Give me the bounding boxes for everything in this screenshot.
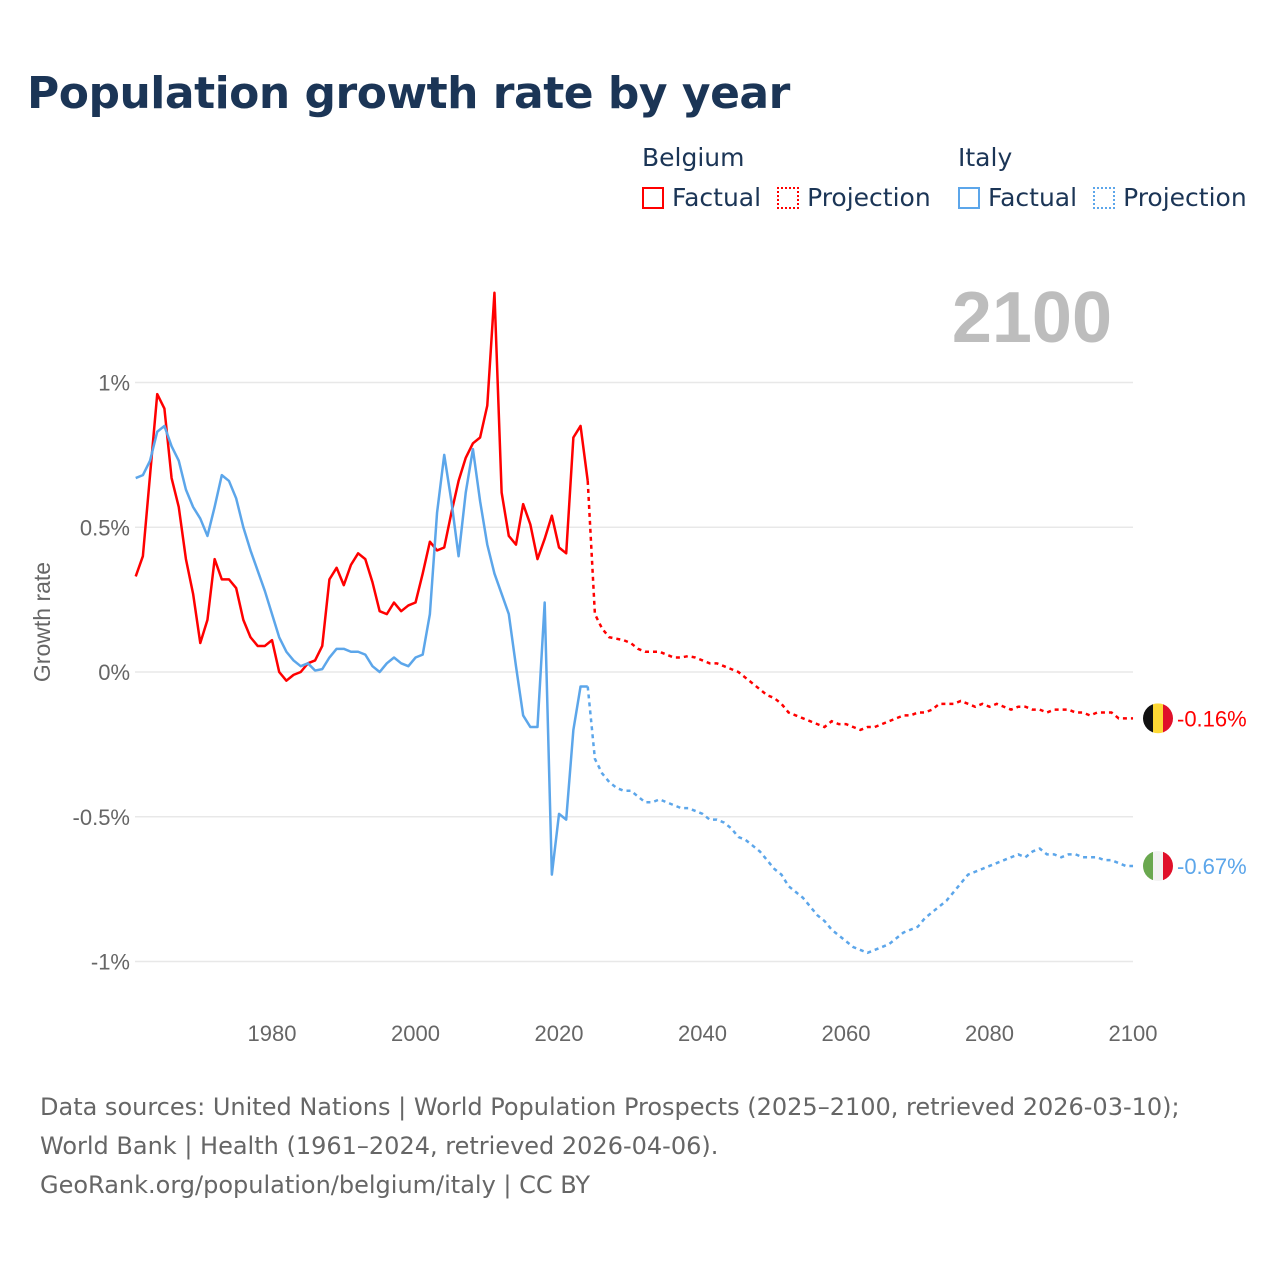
- x-tick-label: 2000: [391, 1021, 440, 1046]
- belgium-projection-line: [586, 480, 1134, 732]
- dotted-swatch-icon: [777, 186, 800, 209]
- flag-stripe: [1163, 850, 1173, 881]
- flag-stripe: [1153, 850, 1163, 881]
- data-sources: Data sources: United Nations | World Pop…: [40, 1093, 1180, 1160]
- x-tick-label: 2100: [1109, 1021, 1158, 1046]
- belgium-flag-icon: [1143, 703, 1173, 734]
- legend-italy: Italy Factual Projection: [958, 143, 1263, 212]
- x-tick-label: 1980: [248, 1021, 297, 1046]
- dotted-swatch-icon: [1093, 186, 1116, 209]
- y-tick-label: -0.5%: [73, 805, 130, 830]
- solid-swatch-icon: [958, 186, 980, 209]
- legend-country-label: Belgium: [642, 143, 745, 172]
- flag-stripe: [1143, 850, 1153, 881]
- year-display: 2100: [952, 278, 1112, 358]
- x-tick-label: 2080: [965, 1021, 1014, 1046]
- line-chart: 2100 1% 0.5% 0% -0.5% -1% 1980 2000 2020 2040 20…: [29, 278, 1247, 1046]
- flag-stripe: [1153, 703, 1163, 734]
- belgium-end-value-label: -0.16%: [1177, 706, 1247, 731]
- flag-stripe: [1143, 703, 1153, 734]
- flag-stripe: [1163, 703, 1173, 734]
- italy-end-value-label: -0.67%: [1177, 854, 1247, 879]
- y-tick-label: -1%: [91, 950, 130, 975]
- legend-item-belgium-factual[interactable]: Factual: [642, 183, 761, 212]
- belgium-factual-line: [134, 291, 589, 682]
- legend-item-italy-projection[interactable]: Projection: [1093, 183, 1247, 212]
- legend-country-label: Italy: [958, 143, 1013, 172]
- chart-title: Population growth rate by year: [27, 68, 790, 119]
- x-tick-label: 2060: [822, 1021, 871, 1046]
- italy-factual-line: [135, 424, 588, 876]
- y-axis-label: Growth rate: [29, 562, 55, 682]
- y-tick-label: 0%: [98, 660, 130, 685]
- italy-projection-line: [586, 686, 1134, 955]
- italy-flag-icon: [1143, 850, 1173, 881]
- legend-label: Factual: [672, 183, 762, 212]
- credit-link[interactable]: GeoRank.org/population/belgium/italy | C…: [40, 1171, 591, 1199]
- x-tick-label: 2020: [535, 1021, 584, 1046]
- solid-swatch-icon: [642, 186, 664, 209]
- y-tick-label: 1%: [98, 371, 130, 396]
- legend-label: Projection: [1123, 183, 1247, 212]
- legend-label: Projection: [807, 183, 931, 212]
- footer: Data sources: United Nations | World Pop…: [40, 1088, 1240, 1205]
- legend-belgium: Belgium Factual Projection: [642, 143, 947, 212]
- x-tick-label: 2040: [678, 1021, 727, 1046]
- legend-item-italy-factual[interactable]: Factual: [958, 183, 1077, 212]
- legend-label: Factual: [988, 183, 1078, 212]
- legend-item-belgium-projection[interactable]: Projection: [777, 183, 931, 212]
- y-tick-label: 0.5%: [80, 515, 130, 540]
